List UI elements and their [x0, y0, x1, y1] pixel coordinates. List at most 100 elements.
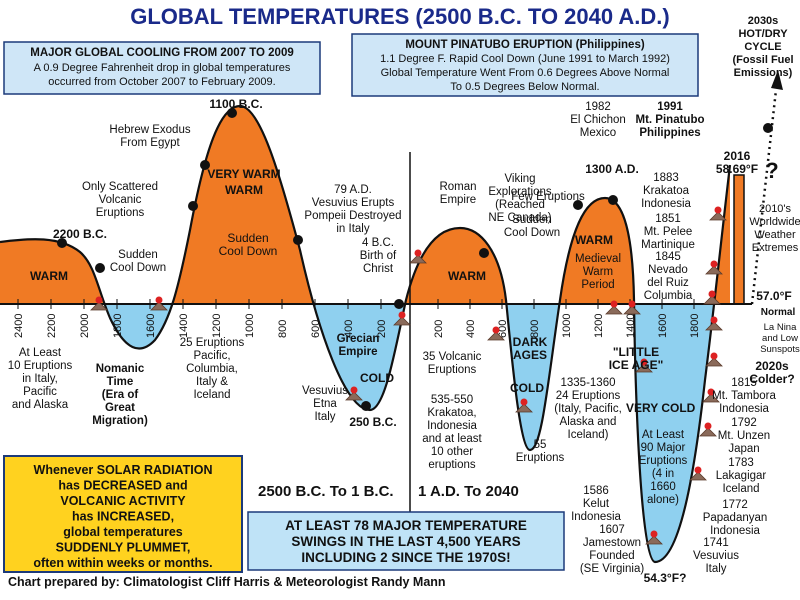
x-tick-label: 1200: [593, 314, 605, 338]
question-mark: ?: [765, 158, 778, 183]
svg-text:HOT/DRY: HOT/DRY: [738, 28, 788, 40]
label-la-nina: and Low: [762, 333, 798, 344]
label-scattered-eruptions: Eruptions: [96, 207, 145, 219]
solar-line: global temperatures: [63, 525, 183, 539]
x-tick-label: 800: [277, 320, 289, 338]
swings-line: SWINGS IN THE LAST 4,500 YEARS: [291, 534, 520, 549]
curve-points: [57, 108, 773, 411]
label-25-eruptions: Iceland: [193, 389, 230, 401]
label-krakatoa-1883: Krakatoa: [643, 185, 690, 197]
label-sudden-cool-1: Sudden: [118, 249, 158, 261]
x-tick-label: 2400: [13, 314, 25, 338]
credit-text: Chart prepared by: Climatologist Cliff H…: [8, 575, 446, 589]
label-mt-pelee: Mt. Pelee: [644, 226, 693, 238]
label-krakatoa-1883: 1883: [653, 172, 679, 184]
label-el-chichon: El Chichon: [570, 114, 626, 126]
x-tick-label: 1400: [178, 314, 190, 338]
x-tick-label: 1600: [145, 314, 157, 338]
future-note: 2030s HOT/DRY CYCLE (Fossil Fuel Emissio…: [732, 15, 793, 79]
label-birth-of-christ: 4 B.C.: [362, 237, 394, 249]
label-25-eruptions: Italy &: [196, 376, 228, 388]
label-el-chichon: 1982: [585, 101, 611, 113]
svg-text:Emissions): Emissions): [734, 67, 793, 79]
label-sudden-cool-2: Cool Down: [219, 244, 278, 258]
label-90-eruptions: (4 in: [652, 468, 674, 480]
cold-label-2: COLD: [510, 381, 544, 395]
label-pinatubo: 1991: [657, 101, 683, 113]
volcano-icon: [345, 386, 363, 401]
x-tick-label: 600: [497, 320, 509, 338]
cooling-line1: A 0.9 Degree Fahrenheit drop in global t…: [34, 62, 291, 74]
very-warm-label-2: WARM: [225, 183, 263, 197]
x-tick-label: 800: [529, 320, 541, 338]
svg-text:CYCLE: CYCLE: [744, 41, 781, 53]
label-roman-empire: Roman: [439, 181, 476, 193]
volcano-icon: [623, 300, 641, 315]
label-medieval-warm: Medieval: [575, 253, 621, 265]
very-warm-label-1: VERY WARM: [207, 167, 280, 181]
volcano-icon: [702, 388, 720, 403]
label-birth-of-christ: Birth of: [360, 250, 397, 262]
label-few-eruptions: Few Eruptions: [511, 191, 585, 203]
x-tick-label: 1000: [561, 314, 573, 338]
label-90-eruptions: At Least: [642, 429, 685, 441]
label-90-eruptions: Eruptions: [639, 455, 688, 467]
label-grecian-empire: Empire: [339, 346, 378, 358]
label-tambora: Mt. Tambora: [712, 390, 776, 402]
label-viking: (Reached: [495, 199, 545, 211]
label-vesuvius-etna: Vesuvius: [302, 385, 348, 397]
volcano-icon: [605, 300, 623, 315]
label-sudden-cool-3: Cool Down: [504, 227, 560, 239]
x-tick-label: 2200: [46, 314, 58, 338]
label-90-eruptions: alone): [647, 494, 679, 506]
x-tick-label: 1600: [657, 314, 669, 338]
label-scattered-eruptions: Only Scattered: [82, 181, 158, 193]
label-vesuvius-79ad: 79 A.D.: [334, 184, 372, 196]
label-10-eruptions: and Alaska: [12, 399, 69, 411]
very-cold-label: VERY COLD: [626, 401, 696, 415]
x-tick-label: 2000: [79, 314, 91, 338]
label-unzen: 1792: [731, 417, 757, 429]
label-pinatubo: Mt. Pinatubo: [636, 114, 705, 126]
volcano-icon: [703, 290, 721, 305]
label-35-eruptions: Eruptions: [428, 364, 477, 376]
label-papadanyan: Papadanyan: [703, 512, 768, 524]
volcano-icon: [705, 352, 723, 367]
label-jamestown: Jamestown: [583, 537, 641, 549]
label-2016: 2016: [724, 149, 751, 163]
label-kelut: Kelut: [583, 498, 610, 510]
cooling-line2: occurred from October 2007 to February 2…: [48, 76, 275, 88]
label-nomanic-time: Time: [107, 376, 134, 388]
label-vesuvius-etna: Etna: [313, 398, 337, 410]
label-kelut: Indonesia: [571, 511, 621, 523]
label-jamestown: (SE Virginia): [580, 563, 645, 575]
volcano-icon: [150, 296, 168, 311]
label-sudden-cool-2: Sudden: [227, 231, 268, 245]
label-krakatoa-535: Krakatoa,: [427, 407, 476, 419]
period-bc-label: 2500 B.C. To 1 B.C.: [258, 483, 394, 500]
label-sudden-cool-3: Sudden: [512, 214, 552, 226]
label-nomanic-time: Nomanic: [96, 363, 145, 375]
label-papadanyan: Indonesia: [710, 525, 760, 537]
label-24-eruptions: Iceland): [568, 429, 609, 441]
solar-text: Whenever SOLAR RADIATION has DECREASED an…: [33, 463, 212, 570]
volcano-icon: [409, 249, 427, 264]
cold-areas: [0, 304, 730, 562]
label-krakatoa-535: 535-550: [431, 394, 473, 406]
cooling-heading: MAJOR GLOBAL COOLING FROM 2007 TO 2009: [30, 47, 294, 59]
label-unzen: Japan: [728, 443, 759, 455]
label-la-nina: La Nina: [764, 322, 797, 333]
volcano-icon: [645, 530, 663, 545]
label-medieval-warm: Warm: [583, 266, 613, 278]
label-dark-ages: AGES: [513, 348, 547, 362]
period-ad-label: 1 A.D. To 2040: [418, 483, 519, 500]
label-vesuvius-79ad: Pompeii Destroyed: [304, 210, 401, 222]
label-weather-extremes: Extremes: [752, 242, 799, 254]
label-250bc: 250 B.C.: [349, 415, 396, 429]
label-scattered-eruptions: Volcanic: [99, 194, 142, 206]
label-55-eruptions: Eruptions: [516, 452, 565, 464]
